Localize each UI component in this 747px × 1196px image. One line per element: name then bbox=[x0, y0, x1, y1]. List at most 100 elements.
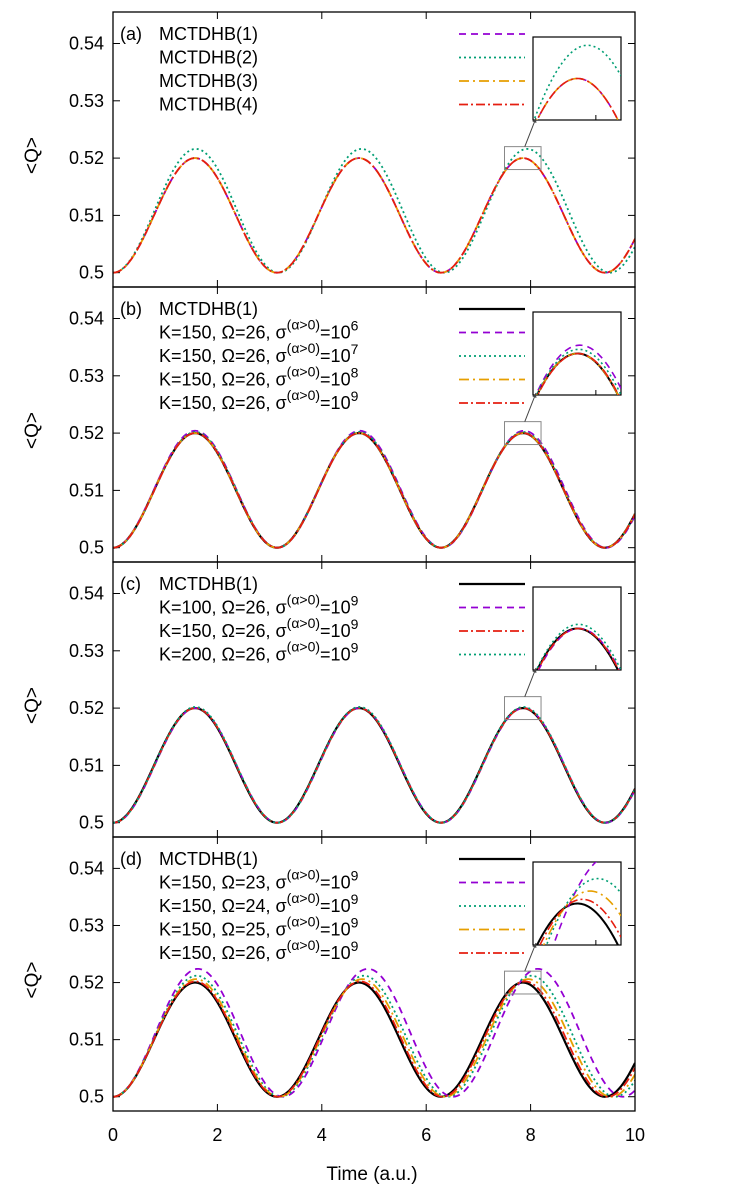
inset-series-line bbox=[536, 77, 619, 120]
panel-label: (c) bbox=[120, 574, 141, 594]
series-line bbox=[113, 157, 635, 274]
legend-label: MCTDHB(1) bbox=[159, 849, 258, 869]
zoom-arrow-head bbox=[532, 943, 537, 948]
inset-series-line bbox=[545, 877, 621, 945]
zoom-arrow-head bbox=[532, 118, 537, 123]
y-tick-label: 0.51 bbox=[69, 1030, 104, 1050]
inset-series-line bbox=[535, 902, 620, 945]
series-line bbox=[113, 432, 635, 549]
x-tick-label: 6 bbox=[421, 1125, 431, 1145]
inset-series-line bbox=[534, 344, 621, 395]
inset-plot bbox=[532, 861, 622, 946]
legend-label: K=200, Ω=26, σ(α>0)=109 bbox=[159, 639, 359, 665]
panel-label: (b) bbox=[120, 299, 142, 319]
series-line bbox=[113, 431, 635, 549]
inset-plot bbox=[532, 586, 622, 671]
y-tick-label: 0.53 bbox=[69, 915, 104, 935]
legend-label: K=150, Ω=26, σ(α>0)=109 bbox=[159, 387, 359, 413]
y-tick-label: 0.52 bbox=[69, 973, 104, 993]
y-tick-label: 0.51 bbox=[69, 480, 104, 500]
y-tick-label: 0.52 bbox=[69, 148, 104, 168]
x-tick-label: 2 bbox=[212, 1125, 222, 1145]
zoom-arrow-head bbox=[532, 393, 537, 398]
legend-label: K=150, Ω=23, σ(α>0)=109 bbox=[159, 867, 359, 893]
series-line bbox=[113, 978, 635, 1098]
y-tick-label: 0.54 bbox=[69, 584, 104, 604]
inset-series-line bbox=[539, 898, 621, 945]
y-tick-label: 0.53 bbox=[69, 91, 104, 111]
x-tick-label: 10 bbox=[625, 1125, 645, 1145]
inset-series-line bbox=[536, 352, 620, 395]
y-axis-label: <Q> bbox=[22, 412, 43, 449]
legend-label: MCTDHB(3) bbox=[159, 71, 258, 91]
inset-series-line bbox=[533, 44, 621, 120]
inset-series-line bbox=[535, 623, 621, 670]
panel-b: 0.50.510.520.530.54<Q>MCTDHB(1)K=150, Ω=… bbox=[22, 286, 636, 563]
series-line bbox=[113, 431, 635, 549]
y-tick-label: 0.51 bbox=[69, 755, 104, 775]
series-line bbox=[113, 707, 635, 824]
y-axis-label: <Q> bbox=[22, 687, 43, 724]
series-line bbox=[113, 157, 635, 274]
inset-plot bbox=[532, 36, 622, 121]
series-line bbox=[113, 981, 635, 1098]
series-line bbox=[113, 706, 635, 824]
inset-series-line bbox=[535, 348, 621, 395]
legend-label: K=150, Ω=26, σ(α>0)=109 bbox=[159, 937, 359, 963]
series-line bbox=[113, 707, 635, 824]
y-tick-label: 0.52 bbox=[69, 698, 104, 718]
legend-label: K=150, Ω=25, σ(α>0)=109 bbox=[159, 914, 359, 940]
x-axis-label: Time (a.u.) bbox=[326, 1164, 417, 1185]
y-axis-label: <Q> bbox=[22, 962, 43, 999]
series-line bbox=[113, 967, 635, 1098]
legend-label: MCTDHB(1) bbox=[159, 574, 258, 594]
zoom-arrow bbox=[524, 117, 537, 147]
y-tick-label: 0.53 bbox=[69, 641, 104, 661]
legend-label: K=100, Ω=26, σ(α>0)=109 bbox=[159, 592, 359, 618]
y-tick-label: 0.51 bbox=[69, 205, 104, 225]
zoom-arrow bbox=[524, 942, 537, 972]
inset-series-line bbox=[536, 627, 620, 670]
y-tick-label: 0.5 bbox=[79, 813, 104, 833]
zoom-region-box bbox=[504, 696, 542, 721]
x-tick-label: 4 bbox=[317, 1125, 327, 1145]
legend-label: MCTDHB(1) bbox=[159, 24, 258, 44]
legend-label: MCTDHB(1) bbox=[159, 299, 258, 319]
y-tick-label: 0.5 bbox=[79, 1087, 104, 1107]
series-line bbox=[113, 432, 635, 549]
plot-frame bbox=[112, 836, 636, 1112]
zoom-arrow bbox=[524, 667, 537, 697]
panel-d: 0.50.510.520.530.540 2 4 6 8 10<Q>MCTDHB(1)K=… bbox=[22, 836, 645, 1145]
y-tick-label: 0.54 bbox=[69, 309, 104, 329]
legend-label: K=150, Ω=26, σ(α>0)=106 bbox=[159, 317, 359, 343]
y-tick-label: 0.52 bbox=[69, 423, 104, 443]
y-tick-label: 0.5 bbox=[79, 538, 104, 558]
zoom-arrow bbox=[524, 392, 537, 422]
zoom-region-box bbox=[504, 421, 542, 446]
zoom-arrow-head bbox=[532, 668, 537, 673]
panel-a: 0.5 0.51 0.52 0.53 0.54 <Q> MCTDHB(1) MCTDHB(2)… bbox=[22, 11, 636, 288]
zoom-region-box bbox=[504, 970, 542, 995]
inset-series-line bbox=[542, 890, 621, 945]
inset-plot bbox=[532, 311, 622, 396]
series-line bbox=[113, 980, 635, 1098]
legend-label: K=150, Ω=26, σ(α>0)=109 bbox=[159, 615, 359, 641]
legend-label: K=150, Ω=24, σ(α>0)=109 bbox=[159, 890, 359, 916]
panel-label: (a) bbox=[120, 24, 142, 44]
series-line bbox=[113, 974, 635, 1098]
y-tick-label: 0.54 bbox=[69, 858, 104, 878]
series-line bbox=[113, 706, 635, 824]
x-tick-label: 8 bbox=[526, 1125, 536, 1145]
legend-label: K=150, Ω=26, σ(α>0)=107 bbox=[159, 340, 359, 366]
y-tick-label: 0.53 bbox=[69, 366, 104, 386]
panel-label: (d) bbox=[120, 849, 142, 869]
y-tick-label: 0.54 bbox=[69, 34, 104, 54]
legend-label: MCTDHB(4) bbox=[159, 95, 258, 115]
panel-c: 0.5 0.51 0.52 0.53 0.54 <Q> MCTDHB(1)K=100, Ω=… bbox=[22, 561, 636, 838]
legend-label: K=150, Ω=26, σ(α>0)=108 bbox=[159, 364, 359, 390]
series-line bbox=[113, 157, 635, 274]
series-line bbox=[113, 429, 635, 549]
y-axis-label: <Q> bbox=[22, 137, 43, 174]
y-tick-label: 0.5 bbox=[79, 263, 104, 283]
